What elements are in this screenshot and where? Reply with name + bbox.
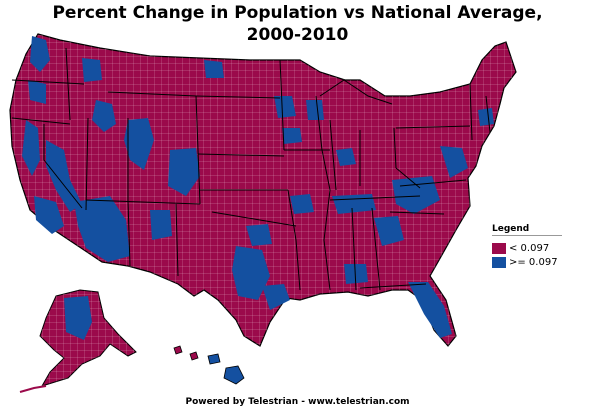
region-colorado-front xyxy=(168,148,200,196)
region-ozarks xyxy=(290,194,314,214)
state-border-ky-tn xyxy=(329,195,421,201)
state-border-nc-sc xyxy=(389,211,445,215)
state-border-wa-or xyxy=(11,79,85,85)
region-puget-sound xyxy=(30,36,50,72)
region-nevada xyxy=(46,140,82,212)
legend: Legend < 0.097 >= 0.097 xyxy=(492,224,582,269)
state-border-four-corners xyxy=(85,199,201,205)
hawaii-maui xyxy=(207,353,221,365)
legend-swatch-below xyxy=(492,242,506,254)
state-border-oh-pa xyxy=(393,127,397,169)
region-oregon xyxy=(28,80,46,104)
hawaii xyxy=(173,345,245,385)
state-border-dakotas xyxy=(195,95,281,99)
contiguous-us xyxy=(9,33,517,347)
state-border-great-lakes xyxy=(319,79,393,105)
hawaii-big-island xyxy=(223,365,245,385)
legend-label-above: >= 0.097 xyxy=(509,256,558,268)
region-central-valley xyxy=(22,120,40,176)
alaska-above-average xyxy=(64,296,92,340)
region-idaho-boise xyxy=(92,100,116,132)
state-border-ms-al xyxy=(351,207,357,291)
state-border-az-nm xyxy=(127,199,131,267)
region-arizona xyxy=(74,196,130,262)
legend-swatch-above xyxy=(492,256,506,268)
above-average-regions xyxy=(22,36,494,338)
region-iowa-central xyxy=(282,128,302,144)
legend-title: Legend xyxy=(492,224,562,236)
state-border-ga-fl xyxy=(359,283,427,289)
region-florida xyxy=(408,282,452,338)
state-border-ca-nv xyxy=(43,124,83,209)
region-utah-wasatch xyxy=(124,118,154,170)
legend-item-below: < 0.097 xyxy=(492,241,582,255)
state-border-il-in xyxy=(329,119,337,191)
state-border-wv xyxy=(395,167,421,189)
state-border-co-ks xyxy=(195,95,201,205)
state-border-nm-tx xyxy=(175,203,179,277)
title-line-1: Percent Change in Population vs National… xyxy=(52,3,543,23)
region-nd-bakken xyxy=(204,60,224,78)
alaska-county-texture xyxy=(40,290,136,386)
region-new-england xyxy=(478,108,494,126)
alaska xyxy=(19,289,137,393)
state-border-al-ga xyxy=(371,207,381,291)
state-border-mo-ar xyxy=(287,189,301,291)
state-borders xyxy=(11,47,491,291)
state-border-va-nc xyxy=(399,179,467,187)
region-minneapolis xyxy=(274,96,296,118)
region-montana-west xyxy=(82,58,102,82)
hawaii-oahu xyxy=(189,351,199,361)
state-border-id-mt xyxy=(65,47,71,121)
hawaii-kauai xyxy=(173,345,183,355)
region-virginia-dc xyxy=(440,146,468,178)
region-wisconsin xyxy=(306,100,324,120)
state-border-or-ca xyxy=(11,117,71,125)
state-border-mt-wy xyxy=(107,91,197,97)
state-border-mississippi-river xyxy=(315,95,331,291)
state-border-new-england xyxy=(469,83,491,141)
region-houston xyxy=(262,284,290,310)
legend-item-above: >= 0.097 xyxy=(492,255,582,269)
region-gulf-coast xyxy=(344,264,368,284)
region-texas-triangle xyxy=(232,246,270,300)
state-border-nv-ut xyxy=(85,117,89,211)
state-border-ne-ks xyxy=(197,153,285,157)
legend-label-below: < 0.097 xyxy=(509,242,550,254)
map-title: Percent Change in Population vs National… xyxy=(0,2,595,46)
state-border-pa-ny xyxy=(395,125,471,129)
state-border-ok-tx xyxy=(211,211,297,227)
region-dfw xyxy=(246,224,272,246)
region-socal xyxy=(34,196,64,234)
region-indianapolis xyxy=(336,148,356,166)
title-line-2: 2000-2010 xyxy=(246,25,349,45)
region-atlanta xyxy=(374,216,404,246)
footer-credit: Powered by Telestrian - www.telestrian.c… xyxy=(185,397,410,407)
state-border-mn-wi xyxy=(279,59,285,151)
alaska-islands xyxy=(19,385,47,393)
region-nm xyxy=(150,210,172,240)
